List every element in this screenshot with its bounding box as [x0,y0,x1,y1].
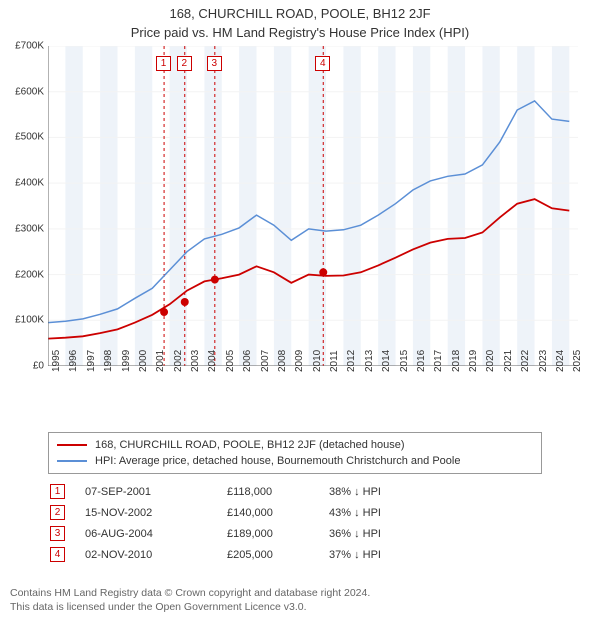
footer-line2: This data is licensed under the Open Gov… [10,600,370,614]
legend-label-1: 168, CHURCHILL ROAD, POOLE, BH12 2JF (de… [95,439,405,451]
sale-pct-vs-hpi: 36% ↓ HPI [329,528,381,540]
sale-row: 1 07-SEP-2001£118,00038% ↓ HPI [50,482,381,501]
sale-price: £118,000 [227,486,327,498]
sale-date: 06-AUG-2004 [85,528,225,540]
sale-marker-3: 3 [207,56,222,71]
chart-area: £0£100K£200K£300K£400K£500K£600K£700K 19… [48,46,578,386]
address-title: 168, CHURCHILL ROAD, POOLE, BH12 2JF [0,6,600,21]
plot-svg [48,46,578,366]
y-tick-label: £200K [4,269,44,280]
sale-pct-vs-hpi: 38% ↓ HPI [329,486,381,498]
sale-pct-vs-hpi: 37% ↓ HPI [329,549,381,561]
sales-table: 1 07-SEP-2001£118,00038% ↓ HPI 2 15-NOV-200… [48,480,383,566]
footer-attribution: Contains HM Land Registry data © Crown c… [10,586,370,614]
sale-pct-vs-hpi: 43% ↓ HPI [329,507,381,519]
chart-container: 168, CHURCHILL ROAD, POOLE, BH12 2JF Pri… [0,0,600,620]
y-tick-label: £0 [4,361,44,372]
y-tick-label: £400K [4,178,44,189]
y-tick-label: £700K [4,41,44,52]
legend-row-1: 168, CHURCHILL ROAD, POOLE, BH12 2JF (de… [57,437,533,453]
sale-row: 4 02-NOV-2010£205,00037% ↓ HPI [50,545,381,564]
y-tick-label: £500K [4,132,44,143]
sale-price: £205,000 [227,549,327,561]
sale-marker-4: 4 [315,56,330,71]
sale-price: £140,000 [227,507,327,519]
legend-swatch-1 [57,444,87,446]
sale-marker-1: 1 [156,56,171,71]
legend-row-2: HPI: Average price, detached house, Bour… [57,453,533,469]
y-tick-label: £600K [4,86,44,97]
legend-swatch-2 [57,460,87,462]
y-tick-label: £300K [4,223,44,234]
y-tick-label: £100K [4,315,44,326]
subtitle: Price paid vs. HM Land Registry's House … [0,25,600,40]
sale-marker-2: 2 [177,56,192,71]
sale-row: 2 15-NOV-2002£140,00043% ↓ HPI [50,503,381,522]
sale-marker-icon: 2 [50,505,65,520]
sale-date: 15-NOV-2002 [85,507,225,519]
footer-line1: Contains HM Land Registry data © Crown c… [10,586,370,600]
sale-marker-icon: 1 [50,484,65,499]
sale-row: 3 06-AUG-2004£189,00036% ↓ HPI [50,524,381,543]
title-block: 168, CHURCHILL ROAD, POOLE, BH12 2JF Pri… [0,0,600,40]
x-tick-label: 2025 [572,350,600,372]
sale-marker-icon: 3 [50,526,65,541]
legend-label-2: HPI: Average price, detached house, Bour… [95,455,460,467]
sale-marker-icon: 4 [50,547,65,562]
sale-price: £189,000 [227,528,327,540]
sale-date: 02-NOV-2010 [85,549,225,561]
sale-date: 07-SEP-2001 [85,486,225,498]
legend: 168, CHURCHILL ROAD, POOLE, BH12 2JF (de… [48,432,542,474]
